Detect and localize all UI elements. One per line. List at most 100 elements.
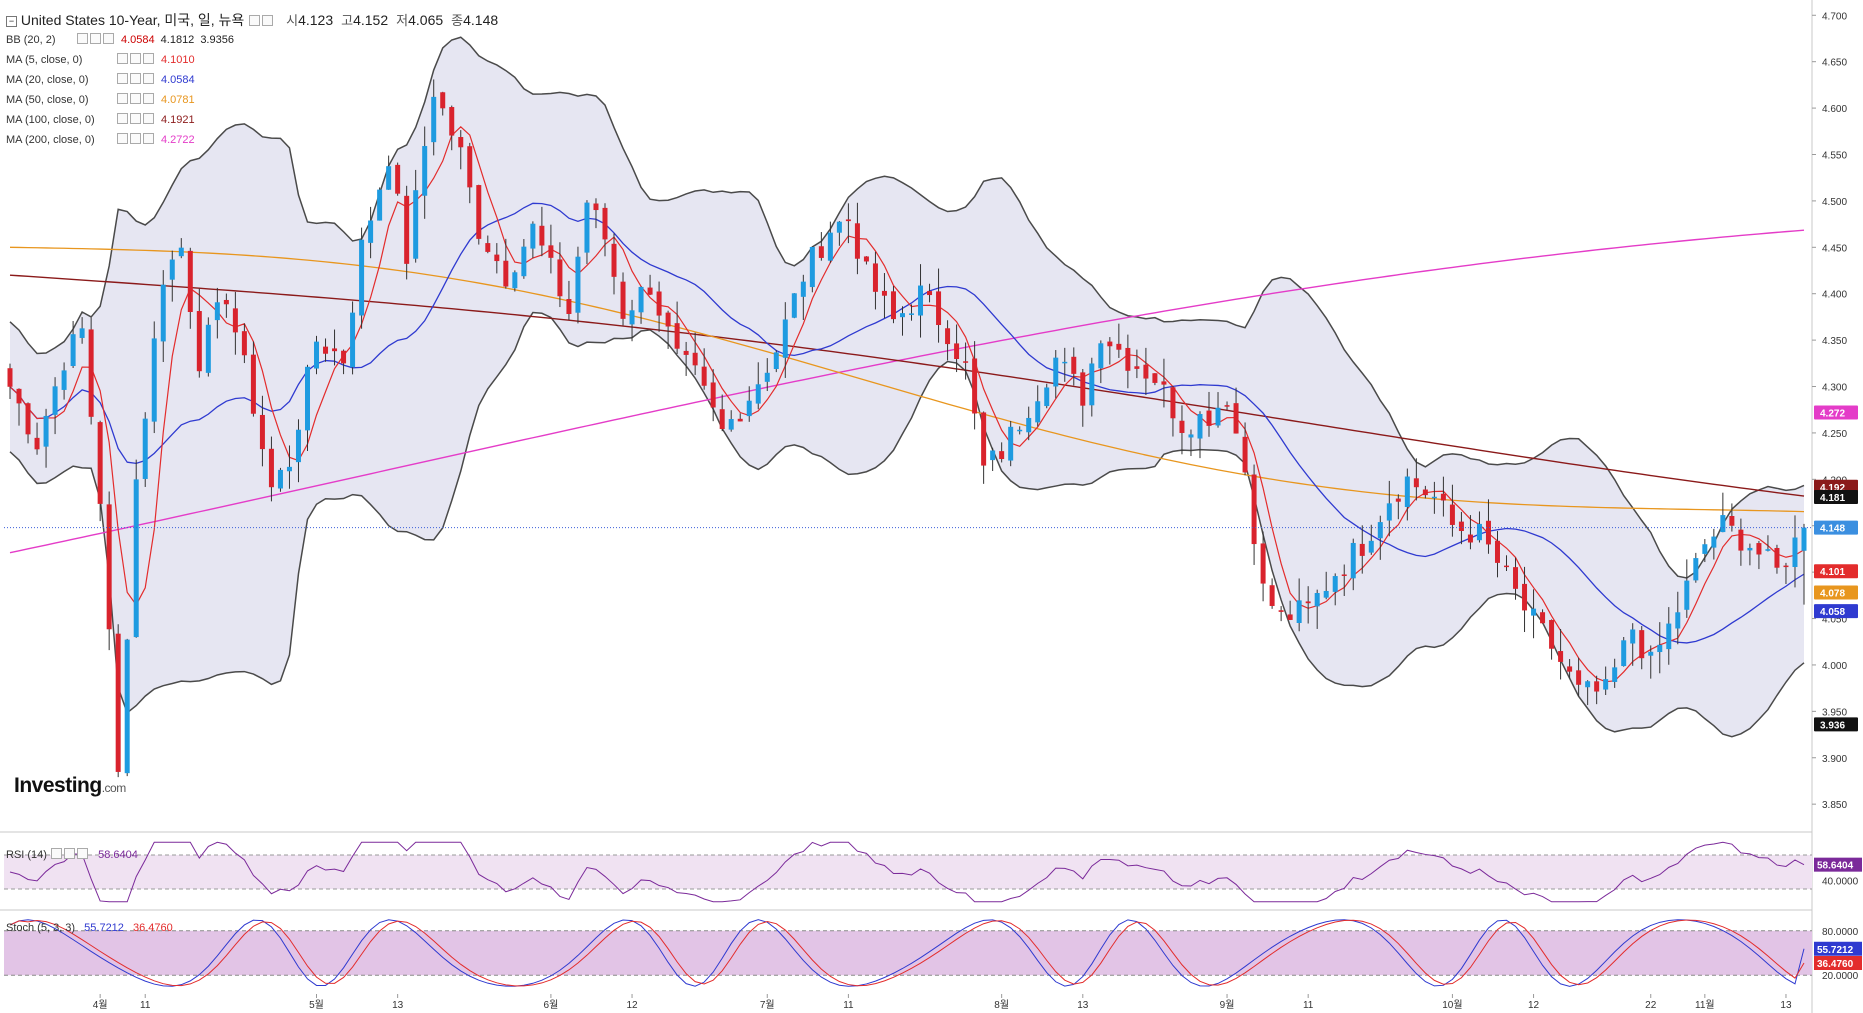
settings-icon[interactable] (249, 15, 261, 26)
stoch-tick-label: 20.0000 (1822, 971, 1859, 982)
candle-body (494, 254, 500, 262)
settings-icon[interactable] (117, 73, 128, 84)
price-label-box (1814, 489, 1858, 504)
candle-body (359, 239, 365, 316)
ma100-line (9, 274, 1805, 497)
candle-body (945, 328, 951, 345)
rsi-tick-label: 40.0000 (1822, 877, 1859, 888)
price-label: 4.078 (1820, 589, 1845, 600)
settings-icon[interactable] (117, 113, 128, 124)
close-icon[interactable] (143, 133, 154, 144)
indicator-legend-row[interactable]: MA (20, close, 0) 4.0584 (6, 73, 195, 86)
rsi-axis-value: 58.6404 (1817, 861, 1854, 872)
candle-body (1747, 547, 1753, 551)
candle-body (512, 272, 518, 289)
close-icon[interactable] (77, 848, 89, 859)
x-tick-label: 6월 (544, 999, 559, 1011)
candle-body (1657, 644, 1663, 653)
indicator-legend-row[interactable]: BB (20, 2) 4.0584 4.1812 3.9356 (6, 33, 234, 46)
candle-body (899, 313, 905, 318)
candle-body (1260, 543, 1266, 584)
price-label: 4.101 (1820, 567, 1845, 578)
x-tick-label: 4월 (93, 999, 108, 1011)
candle-body (746, 400, 752, 417)
stoch-label: Stoch (5, 3, 3) (6, 922, 76, 934)
candle-body (1278, 610, 1284, 612)
candle-body (1801, 527, 1807, 551)
candle-body (404, 195, 410, 264)
stoch-value-box (1814, 956, 1862, 971)
candle-body (1107, 341, 1113, 347)
candle-body (530, 223, 536, 249)
close-icon[interactable] (103, 33, 114, 44)
settings-icon[interactable] (117, 93, 128, 104)
candle-body (52, 386, 58, 415)
price-label-box (1814, 585, 1858, 600)
indicator-legend-row[interactable]: MA (50, close, 0) 4.0781 (6, 93, 195, 106)
candle-body (377, 189, 383, 221)
candle-body (268, 448, 274, 488)
x-tick-label: 5월 (309, 999, 324, 1011)
visibility-icon[interactable] (130, 53, 141, 64)
candle-body (1458, 521, 1464, 532)
settings-icon[interactable] (51, 848, 63, 859)
settings-icon[interactable] (117, 53, 128, 64)
visibility-icon[interactable] (130, 73, 141, 84)
candle-body (395, 164, 401, 194)
candle-body (999, 451, 1005, 460)
visibility-icon[interactable] (90, 33, 101, 44)
candle-body (1296, 600, 1302, 623)
candle-body (1206, 410, 1212, 426)
candle-body (178, 247, 184, 257)
candle-body (936, 291, 942, 326)
y-tick-label: 3.850 (1822, 800, 1847, 811)
candle-body (1053, 357, 1059, 387)
indicator-value: 4.0781 (161, 94, 195, 106)
indicator-legend-row[interactable]: MA (100, close, 0) 4.1921 (6, 113, 195, 126)
candle-body (16, 388, 22, 404)
candle-body (728, 419, 734, 430)
visibility-icon[interactable] (64, 848, 76, 859)
close-icon[interactable] (143, 93, 154, 104)
candle-body (773, 352, 779, 369)
settings-icon[interactable] (117, 133, 128, 144)
candle-body (1540, 612, 1546, 624)
price-label: 4.181 (1820, 493, 1845, 504)
candle-body (7, 368, 13, 387)
indicator-legend-row[interactable]: MA (200, close, 0) 4.2722 (6, 133, 195, 146)
visibility-icon[interactable] (130, 93, 141, 104)
close-icon[interactable] (143, 73, 154, 84)
candle-body (323, 346, 329, 354)
candle-body (1702, 544, 1708, 554)
candle-body (169, 259, 175, 280)
candle-body (250, 354, 256, 414)
y-tick-label: 4.050 (1822, 615, 1847, 626)
candle-body (1071, 356, 1077, 374)
candle-body (115, 633, 121, 772)
stoch-axis-value: 55.7212 (1817, 945, 1854, 956)
ohlc-value: 4.123 (298, 12, 334, 28)
candle-body (440, 92, 446, 109)
visibility-icon[interactable] (130, 113, 141, 124)
x-tick-label: 10월 (1442, 999, 1462, 1011)
indicator-legend-row[interactable]: MA (5, close, 0) 4.1010 (6, 53, 195, 66)
candle-body (1152, 373, 1158, 383)
candle-body (827, 232, 833, 261)
close-icon[interactable] (143, 53, 154, 64)
candle-body (286, 466, 292, 472)
candle-body (187, 250, 193, 313)
settings-icon[interactable] (77, 33, 88, 44)
indicator-name: MA (100, close, 0) (6, 114, 95, 126)
visibility-icon[interactable] (262, 15, 274, 26)
close-icon[interactable] (143, 113, 154, 124)
rsi-label: RSI (14) (6, 849, 47, 861)
bollinger-lower-line (9, 311, 1805, 738)
visibility-icon[interactable] (130, 133, 141, 144)
indicator-value: 4.1010 (161, 54, 195, 66)
candle-body (34, 437, 40, 450)
collapse-icon[interactable]: − (6, 16, 17, 27)
candle-body (1386, 503, 1392, 521)
candle-body (1404, 476, 1410, 507)
candle-body (1783, 565, 1789, 568)
